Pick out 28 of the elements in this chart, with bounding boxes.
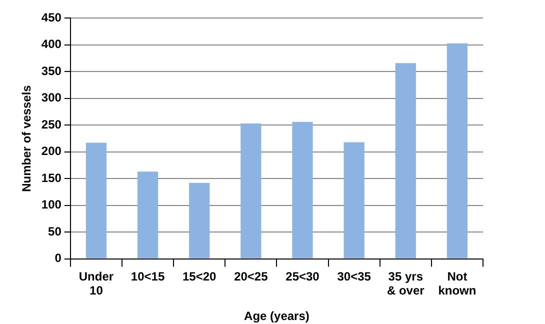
bar <box>137 172 158 258</box>
bar <box>189 182 210 258</box>
bar <box>86 142 107 258</box>
bar <box>240 124 262 258</box>
y-tick-label: 450 <box>41 10 62 25</box>
x-tick-label: 35 yrs & over <box>386 269 425 298</box>
y-tick-label: 0 <box>54 251 62 266</box>
y-tick-label: 300 <box>41 90 62 105</box>
bar <box>292 122 313 258</box>
y-tick-label: 250 <box>41 117 62 132</box>
bar <box>344 142 364 258</box>
bar <box>395 63 416 258</box>
y-tick-label: 400 <box>41 37 62 52</box>
x-tick-label: 30<35 <box>337 269 372 284</box>
x-tick-label: 10<15 <box>130 269 165 284</box>
x-tick-label: Not known <box>438 269 476 298</box>
x-axis-title: Age (years) <box>244 309 310 324</box>
x-tick-label: 20<25 <box>234 269 268 284</box>
y-tick-label: 350 <box>41 64 62 78</box>
x-tick-label: 25<30 <box>286 269 320 284</box>
x-tick-label: 15<20 <box>182 269 217 284</box>
y-axis-title: Number of vessels <box>20 84 34 192</box>
y-tick-label: 100 <box>41 198 62 212</box>
bar <box>446 43 468 258</box>
y-tick-label: 150 <box>41 170 62 185</box>
y-tick-label: 50 <box>48 224 62 238</box>
x-tick-label: Under 10 <box>78 269 114 298</box>
y-tick-label: 200 <box>41 144 62 158</box>
